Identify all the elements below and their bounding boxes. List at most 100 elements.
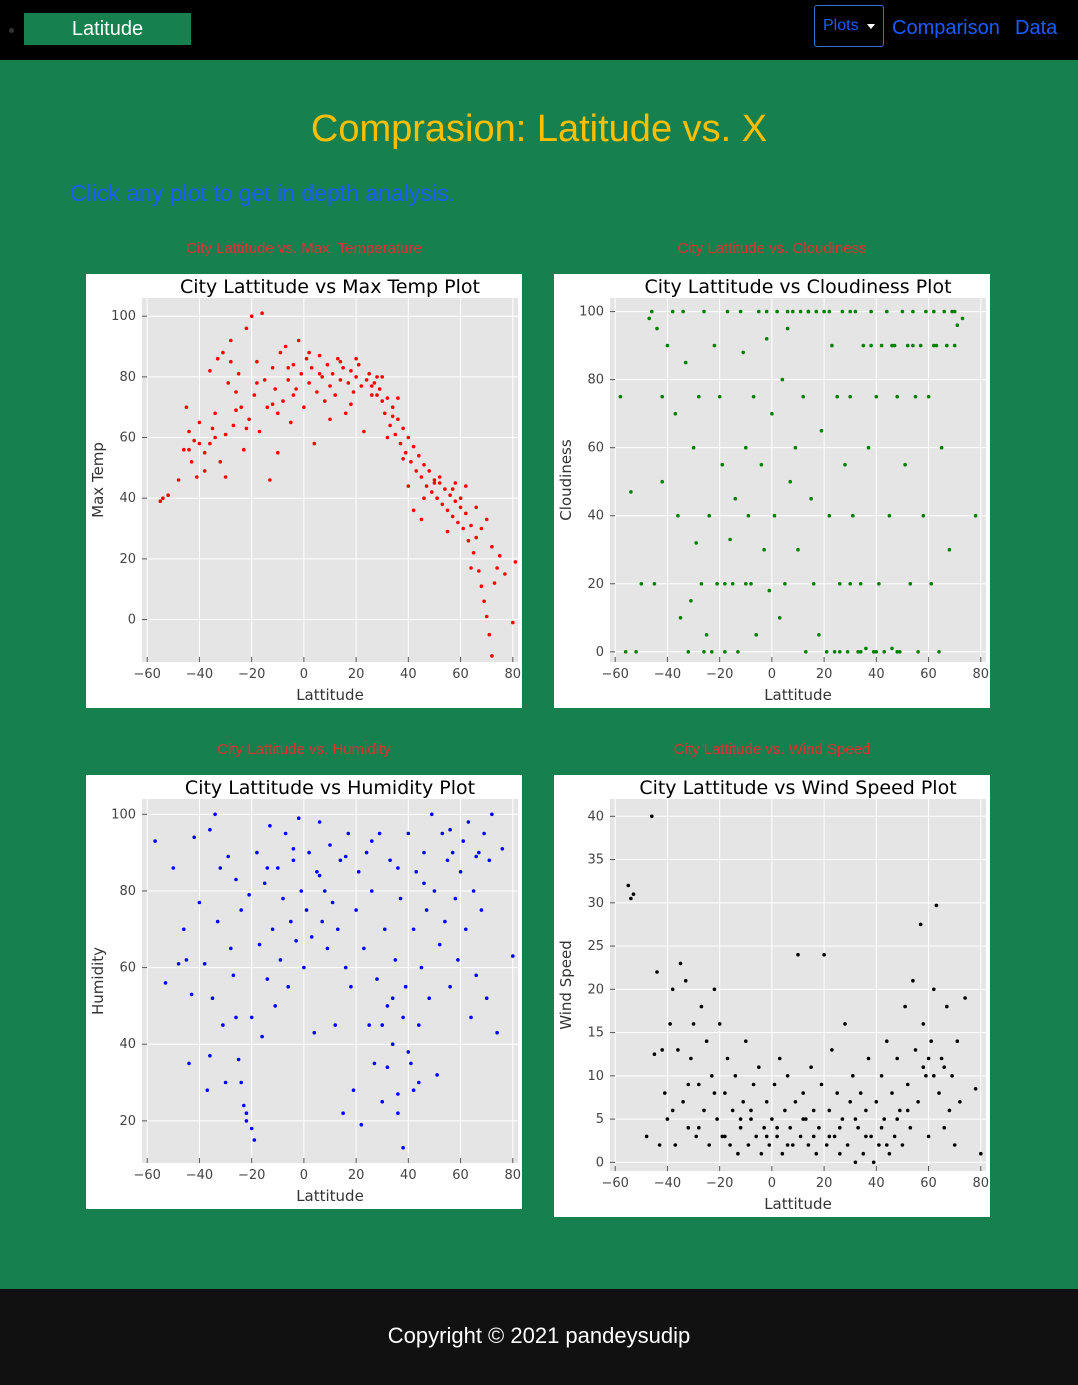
- chart2-data-point: [208, 827, 212, 832]
- chart3-data-point: [932, 987, 936, 992]
- chart1-data-point: [746, 513, 751, 518]
- chart2-data-point: [396, 1092, 400, 1096]
- chart0-data-point: [383, 411, 387, 416]
- chart2-data-point: [403, 984, 408, 989]
- chart1-data-point: [973, 513, 978, 518]
- chart3-data-point: [676, 1048, 680, 1052]
- chart2-data-point: [406, 1050, 411, 1054]
- chart0-data-point: [202, 450, 207, 455]
- chart1-data-point: [715, 582, 719, 586]
- plot-caption-max-temp: City Lattitude vs. Max. Temperature: [186, 240, 422, 257]
- chart0-data-point: [351, 390, 356, 394]
- chart0-x-tick-label: 80: [505, 667, 522, 682]
- chart1-data-point: [848, 582, 852, 586]
- plot-humidity[interactable]: −60 −40 −20 0 20 40 60 80 20 40 60 80 100 City Lattit…: [86, 775, 522, 1209]
- chart3-data-point: [871, 1160, 876, 1165]
- plot-cloudiness[interactable]: −60 −40 −20 0 20 40 60 80 0 20 40 60 80 100 City Latti…: [554, 274, 990, 708]
- chart2-data-point: [231, 973, 236, 978]
- chart2-data-point: [260, 1034, 264, 1039]
- plot-max-temp[interactable]: −60 −40 −20 0 20 40 60 80 0 20 40 60 80 100 City Latti…: [86, 274, 522, 708]
- chart3-data-point: [955, 1039, 960, 1043]
- chart2-data-point: [464, 927, 468, 932]
- chart3-data-point: [942, 1125, 946, 1130]
- chart0-data-point: [197, 441, 202, 446]
- chart0-data-point: [401, 426, 405, 431]
- chart1-x-tick-label: 60: [920, 667, 937, 682]
- plot-wind-speed[interactable]: −60 −40 −20 0 20 40 60 80 0 5 10 15 20 25 30 35 40 City L…: [554, 775, 990, 1217]
- chart1-data-point: [853, 309, 858, 314]
- chart0-data-point: [440, 502, 445, 507]
- chart2-data-point: [182, 927, 186, 932]
- chart1-data-point: [670, 309, 675, 314]
- chart1-data-point: [689, 599, 693, 603]
- chart2-data-point: [380, 1023, 385, 1027]
- chart1-data-point: [874, 394, 879, 399]
- chart0-data-point: [503, 572, 507, 576]
- chart1-data-point: [952, 309, 957, 314]
- nav-data-link[interactable]: Data: [1015, 17, 1058, 39]
- chart3-data-point: [853, 1160, 858, 1165]
- chart2-data-point: [229, 946, 233, 951]
- chart3-y-tick-label: 0: [596, 1155, 604, 1170]
- chart3-data-point: [775, 1134, 779, 1139]
- chart3-data-point: [798, 1134, 803, 1139]
- brand-link[interactable]: Latitude: [24, 13, 191, 45]
- chart3-data-point: [775, 1125, 779, 1130]
- chart3-data-point: [663, 1091, 667, 1095]
- chart0-data-point: [495, 566, 499, 570]
- chart3-y-axis-label: Wind Speed: [557, 940, 575, 1030]
- chart1-data-point: [744, 582, 748, 586]
- chart3-data-point: [824, 1143, 829, 1147]
- chart1-data-point: [877, 582, 881, 586]
- chart0-y-tick-label: 80: [119, 370, 136, 385]
- chart0-data-point: [192, 438, 196, 443]
- chart0-data-point: [195, 475, 199, 479]
- chart2-data-point: [370, 889, 374, 893]
- chart2-data-point: [401, 1015, 405, 1020]
- chart3-data-point: [905, 1108, 910, 1113]
- chart3-data-point: [699, 1004, 704, 1009]
- chart3-data-point: [715, 1117, 719, 1121]
- chart0-data-point: [213, 435, 217, 440]
- chart2-data-point: [320, 919, 324, 924]
- chart0-data-point: [236, 372, 241, 376]
- chart0-data-point: [385, 396, 390, 400]
- chart1-data-point: [926, 394, 931, 399]
- chart2-data-point: [247, 893, 251, 897]
- chart0-data-point: [270, 402, 275, 406]
- chart3-data-point: [762, 1125, 766, 1130]
- chart3-data-point: [905, 1082, 910, 1087]
- chart0-y-tick-label: 40: [119, 491, 136, 506]
- chart3-data-point: [827, 1108, 832, 1113]
- chart3-data-point: [887, 1151, 892, 1156]
- chart2-data-point: [215, 919, 220, 924]
- chart3-data-point: [660, 1048, 664, 1052]
- chart0-data-point: [231, 423, 236, 428]
- chart2-data-point: [286, 984, 290, 989]
- chart2-data-point: [312, 1030, 317, 1035]
- chart2-data-point: [283, 831, 288, 836]
- chart2-data-point: [430, 812, 434, 817]
- chart0-x-tick-label: −20: [238, 667, 265, 682]
- chart3-data-point: [712, 1091, 717, 1095]
- chart0-data-point: [453, 499, 458, 503]
- chart3-data-point: [921, 1065, 926, 1069]
- chart1-data-point: [650, 309, 654, 314]
- plots-dropdown-button[interactable]: Plots: [814, 5, 884, 47]
- chart1-data-point: [840, 309, 845, 314]
- chart0-data-point: [349, 402, 353, 406]
- chart1-data-point: [772, 513, 777, 518]
- nav-comparison-link[interactable]: Comparison: [892, 17, 1000, 39]
- chart3-data-point: [864, 1108, 868, 1113]
- chart2-data-point: [445, 858, 450, 863]
- chart3-data-point: [785, 1143, 790, 1147]
- chart2-data-point: [490, 812, 494, 817]
- chart2-data-point: [234, 1015, 238, 1020]
- chart1-data-point: [759, 462, 764, 467]
- chart2-data-point: [184, 958, 189, 962]
- chart1-data-point: [764, 337, 769, 341]
- chart0-data-point: [187, 429, 191, 434]
- chart0-data-point: [338, 359, 343, 364]
- chart2-data-point: [197, 900, 202, 905]
- caret-down-icon: [867, 24, 875, 29]
